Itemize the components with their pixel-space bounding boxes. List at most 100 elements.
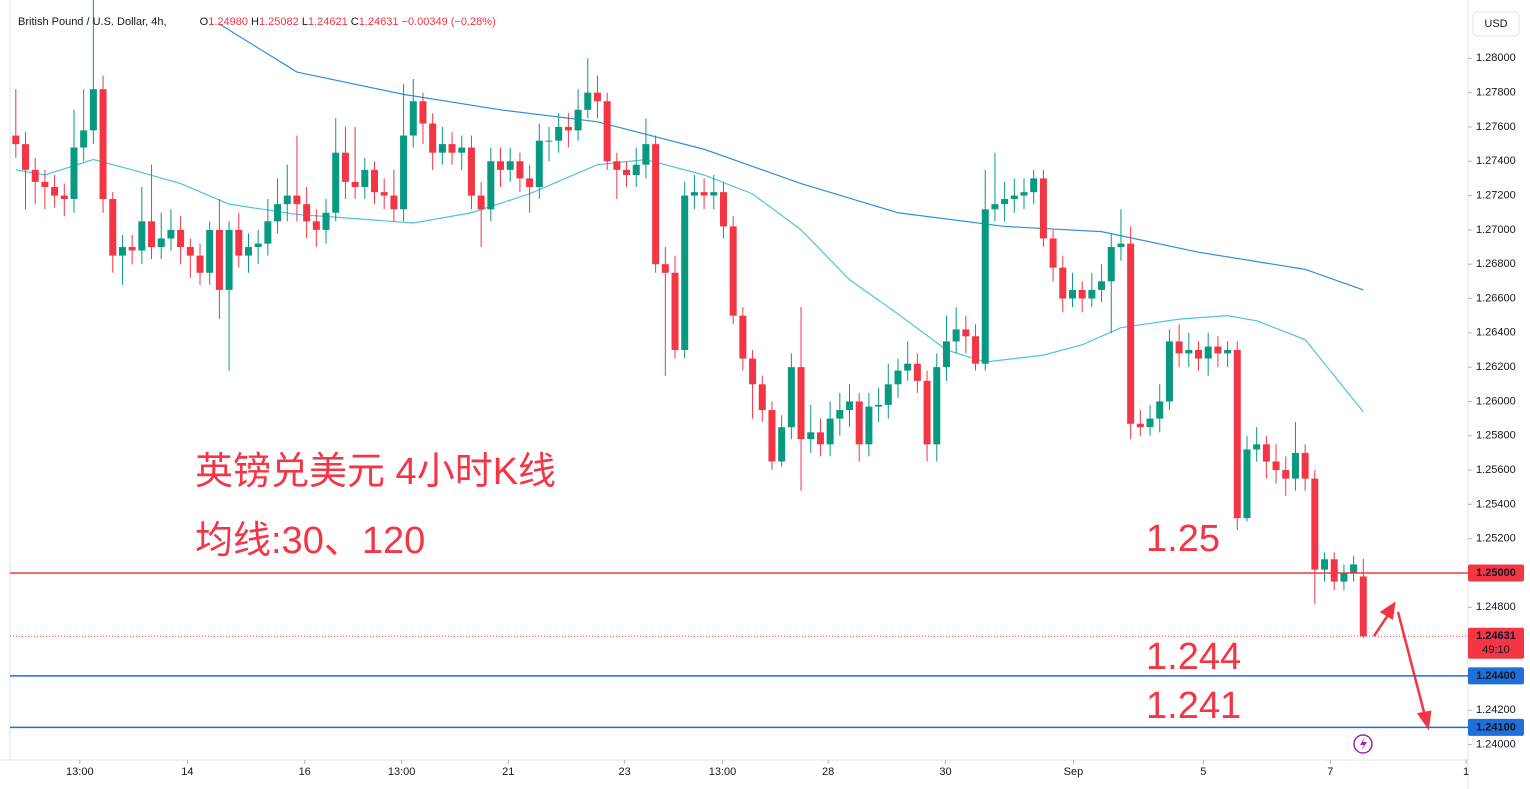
change-value: −0.00349 (−0.28%)	[402, 16, 496, 28]
price-tag-label: 1.24100	[1476, 721, 1516, 733]
x-tick-label: 14	[181, 766, 193, 778]
candle-body	[467, 147, 475, 196]
y-tick-label: 1.24800	[1476, 601, 1516, 613]
candle-body	[555, 126, 563, 141]
candle-body	[1243, 449, 1251, 519]
candle-body	[409, 101, 417, 136]
candle-body	[807, 432, 815, 440]
candle-body	[584, 92, 592, 110]
symbol: British Pound / U.S. Dollar, 4h,	[18, 16, 167, 28]
candle-body	[157, 238, 165, 248]
candle-body	[332, 152, 340, 213]
candle-body	[865, 406, 873, 445]
candle-body	[118, 247, 126, 256]
candle-body	[1301, 452, 1309, 479]
candle-body	[1088, 289, 1096, 299]
candle-body	[797, 367, 805, 440]
candle-body	[206, 229, 214, 273]
arrow-head	[1416, 710, 1432, 731]
event-icon-bolt	[1360, 737, 1367, 751]
candle-body	[390, 195, 398, 210]
candle-body	[1195, 349, 1203, 359]
candle-body	[593, 92, 601, 102]
candle-body	[991, 204, 999, 210]
candle-body	[836, 410, 844, 419]
y-tick-label: 1.26000	[1476, 395, 1516, 407]
y-tick-label: 1.25800	[1476, 430, 1516, 442]
candle-body	[448, 144, 456, 153]
candle-body	[80, 130, 88, 148]
candle-body	[1311, 478, 1319, 570]
candle-body	[322, 212, 330, 230]
candle-body	[419, 101, 427, 124]
candle-body	[1068, 289, 1076, 299]
candle-body	[1330, 559, 1338, 582]
candle-body	[215, 229, 223, 290]
candle-body	[60, 195, 68, 200]
candle-body	[816, 432, 824, 445]
y-tick-label: 1.24000	[1476, 738, 1516, 750]
y-tick-label: 1.24200	[1476, 704, 1516, 716]
candle-body	[749, 358, 757, 385]
candle-body	[341, 152, 349, 182]
candle-body	[429, 123, 437, 153]
plot-area	[12, 0, 1367, 639]
candle-body	[12, 135, 20, 145]
candle-body	[719, 192, 727, 227]
x-tick-label: 23	[618, 766, 630, 778]
candle-body	[1253, 444, 1261, 450]
candle-body	[1136, 423, 1144, 428]
candle-body	[671, 272, 679, 350]
y-tick-label: 1.27800	[1476, 87, 1516, 99]
annotation-level: 1.241	[1146, 685, 1241, 727]
y-tick-label: 1.27600	[1476, 121, 1516, 133]
candle-body	[661, 264, 669, 273]
candle-body	[177, 229, 185, 248]
candle-body	[497, 161, 505, 170]
candle-body	[1030, 178, 1038, 193]
y-tick-label: 1.26600	[1476, 292, 1516, 304]
candle-body	[1078, 289, 1086, 299]
candle-body	[506, 161, 514, 170]
price-tag	[1468, 627, 1524, 659]
candle-body	[933, 367, 941, 445]
candle-body	[1175, 341, 1183, 354]
candle-body	[254, 243, 262, 248]
candle-body	[972, 336, 980, 364]
open-label: O	[200, 16, 209, 28]
y-tick-label: 1.27400	[1476, 155, 1516, 167]
low-value: 1.24621	[308, 16, 348, 28]
annotation-title: 英镑兑美元 4小时K线	[195, 451, 556, 493]
candle-body	[1272, 461, 1280, 471]
candle-body	[1146, 418, 1154, 428]
candle-body	[1039, 178, 1047, 239]
candle-body	[855, 401, 863, 445]
event-icon[interactable]	[1353, 734, 1373, 754]
y-tick-label: 1.25200	[1476, 533, 1516, 545]
x-tick-label: 13:00	[709, 766, 737, 778]
candle-body	[1185, 349, 1193, 354]
candle-body	[564, 126, 572, 131]
candle-body	[642, 144, 650, 165]
candle-body	[1224, 349, 1232, 354]
candle-body	[952, 329, 960, 342]
candle-body	[681, 195, 689, 350]
candle-body	[787, 367, 795, 428]
candle-body	[1233, 349, 1241, 519]
y-tick-label: 1.27200	[1476, 189, 1516, 201]
candle-body	[516, 161, 524, 179]
candle-body	[31, 169, 39, 182]
candle-body	[1340, 573, 1348, 582]
candle-body	[1291, 452, 1299, 479]
candle-body	[283, 195, 291, 205]
countdown: 49:10	[1482, 644, 1510, 656]
candle-body	[1359, 576, 1367, 637]
annotation-level: 1.244	[1146, 636, 1241, 678]
currency[interactable]: USD	[1484, 18, 1507, 30]
candle-body	[196, 255, 204, 273]
candle-body	[225, 229, 233, 290]
candle-body	[913, 363, 921, 381]
candle-body	[710, 192, 718, 196]
currency-button[interactable]	[1472, 11, 1520, 37]
